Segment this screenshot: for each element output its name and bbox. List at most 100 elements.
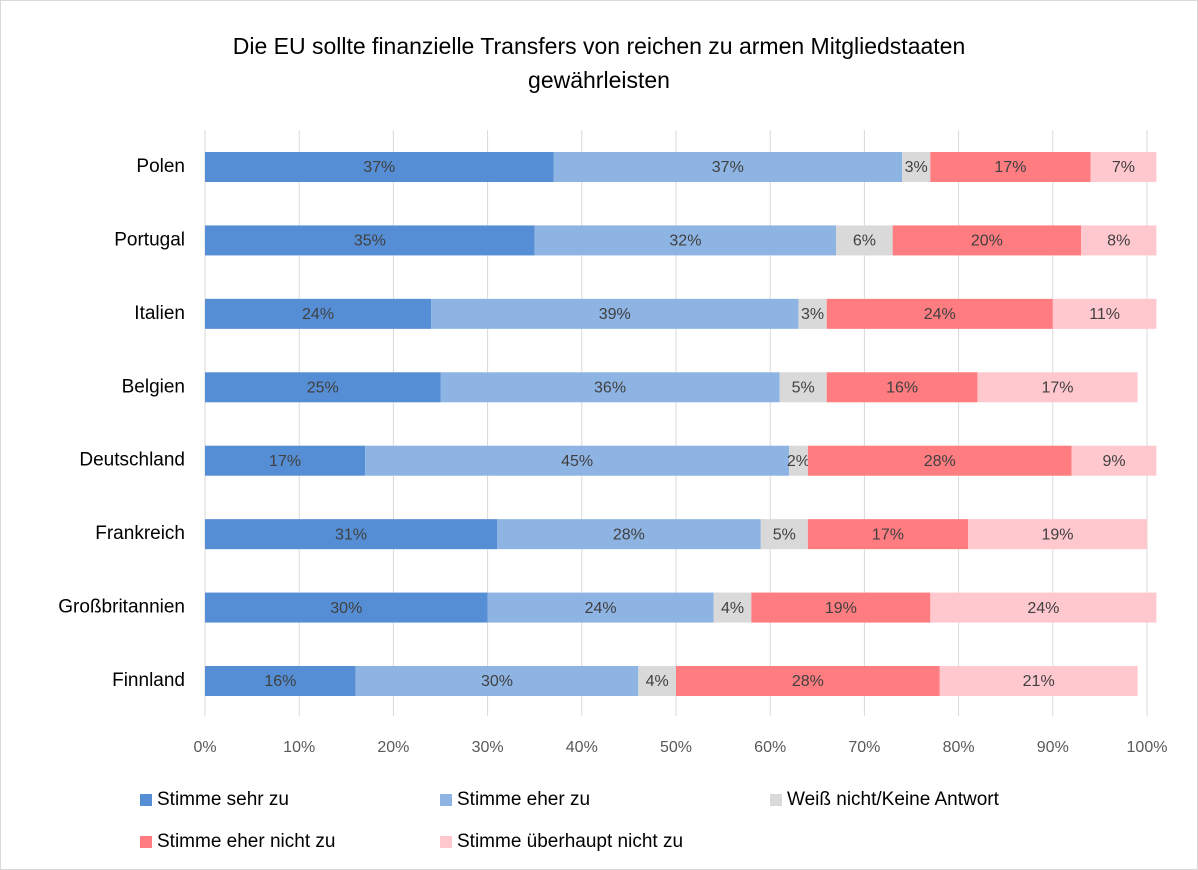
data-label: 24% — [1027, 600, 1059, 617]
bar-segment — [205, 445, 366, 476]
x-tick-label: 10% — [283, 739, 315, 756]
y-tick-label: Polen — [136, 156, 185, 177]
data-label: 37% — [712, 159, 744, 176]
bar-segment — [751, 592, 931, 623]
bar-segment — [930, 592, 1157, 623]
bar-segment — [798, 298, 827, 329]
data-label: 16% — [264, 673, 296, 690]
data-label: 45% — [561, 453, 593, 470]
y-tick-label: Italien — [134, 303, 185, 324]
y-tick-label: Belgien — [122, 376, 185, 397]
data-label: 3% — [801, 306, 824, 323]
bar-segment — [902, 152, 931, 182]
bar-segment — [355, 666, 639, 696]
legend-marker — [440, 836, 452, 848]
data-label: 28% — [924, 453, 956, 470]
data-label: 28% — [613, 526, 645, 543]
bar-segment — [1052, 298, 1157, 329]
y-tick-label: Frankreich — [95, 523, 185, 544]
x-tick-label: 0% — [193, 739, 216, 756]
y-tick-label: Großbritannien — [58, 597, 185, 618]
legend-label: Stimme sehr zu — [157, 789, 289, 810]
data-label: 3% — [905, 159, 928, 176]
bar-segment — [1090, 152, 1157, 182]
data-label: 7% — [1112, 159, 1135, 176]
data-label: 5% — [773, 526, 796, 543]
bar-segment — [205, 152, 554, 182]
x-tick-label: 80% — [943, 739, 975, 756]
bar-segment — [534, 225, 837, 256]
bar-segment — [205, 666, 356, 696]
data-label: 25% — [307, 380, 339, 397]
data-label: 21% — [1023, 673, 1055, 690]
legend-label: Stimme überhaupt nicht zu — [457, 831, 683, 852]
x-tick-label: 70% — [848, 739, 880, 756]
data-label: 9% — [1102, 453, 1125, 470]
data-label: 20% — [971, 233, 1003, 250]
data-label: 5% — [792, 380, 815, 397]
legend-marker — [140, 836, 152, 848]
bar-segment — [676, 666, 940, 696]
data-label: 32% — [669, 233, 701, 250]
chart-title: Die EU sollte finanzielle Transfers von … — [233, 33, 966, 93]
data-label: 31% — [335, 526, 367, 543]
y-tick-label: Portugal — [114, 229, 185, 250]
data-label: 8% — [1107, 233, 1130, 250]
x-tick-label: 100% — [1127, 739, 1168, 756]
bar-segment — [1071, 445, 1157, 476]
legend-label: Weiß nicht/Keine Antwort — [787, 789, 1000, 810]
data-label: 37% — [363, 159, 395, 176]
bar-segment — [977, 372, 1138, 403]
bar-segment — [807, 519, 969, 550]
bar-segment — [892, 225, 1082, 256]
data-label: 24% — [585, 600, 617, 617]
data-label: 24% — [924, 306, 956, 323]
data-label: 2% — [787, 453, 810, 470]
bar-segment — [205, 592, 488, 623]
data-label: 35% — [354, 233, 386, 250]
bar-segment — [205, 372, 441, 403]
bar-segment — [789, 445, 808, 476]
bar-segment — [205, 298, 432, 329]
bar-segment — [487, 592, 714, 623]
data-label: 19% — [1041, 526, 1073, 543]
bar-segment — [1081, 225, 1157, 256]
y-tick-label: Deutschland — [79, 450, 185, 471]
bar-segment — [779, 372, 827, 403]
data-label: 17% — [994, 159, 1026, 176]
data-label: 17% — [1041, 380, 1073, 397]
data-label: 36% — [594, 380, 626, 397]
bar-segment — [365, 445, 790, 476]
bar-segment — [638, 666, 676, 696]
x-tick-label: 40% — [566, 739, 598, 756]
bar-segment — [713, 592, 752, 623]
data-label: 39% — [599, 306, 631, 323]
x-tick-label: 30% — [472, 739, 504, 756]
legend-marker — [140, 794, 152, 806]
legend-label: Stimme eher nicht zu — [157, 831, 335, 852]
legend-marker — [770, 794, 782, 806]
data-label: 4% — [721, 600, 744, 617]
y-tick-label: Finnland — [112, 670, 185, 691]
x-tick-label: 20% — [377, 739, 409, 756]
data-label: 17% — [269, 453, 301, 470]
legend-label: Stimme eher zu — [457, 789, 590, 810]
data-label: 19% — [825, 600, 857, 617]
bar-segment — [836, 225, 893, 256]
data-label: 6% — [853, 233, 876, 250]
data-label: 17% — [872, 526, 904, 543]
bar-segment — [807, 445, 1072, 476]
data-label: 4% — [646, 673, 669, 690]
legend-marker — [440, 794, 452, 806]
data-label: 16% — [886, 380, 918, 397]
bar-segment — [826, 298, 1053, 329]
bar-segment — [930, 152, 1091, 182]
bar-segment — [440, 372, 780, 403]
bar-segment — [205, 225, 535, 256]
x-tick-label: 50% — [660, 739, 692, 756]
data-label: 28% — [792, 673, 824, 690]
bar-segment — [553, 152, 903, 182]
bar-segment — [968, 519, 1147, 550]
bar-segment — [497, 519, 761, 550]
